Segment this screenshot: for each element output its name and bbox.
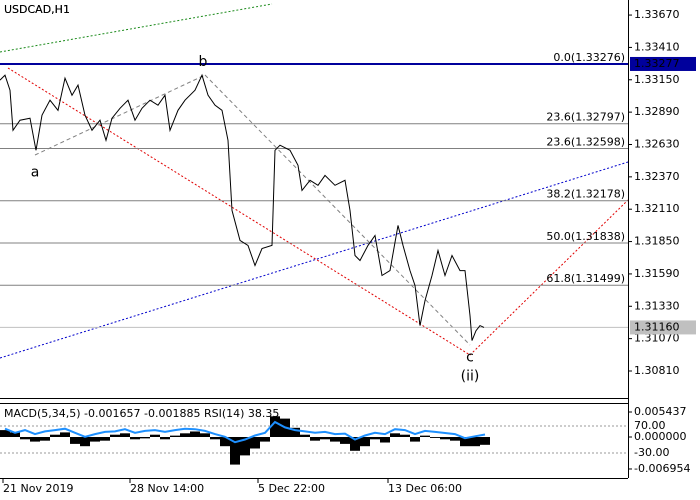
macd-bar (50, 434, 60, 437)
wave-line (34, 74, 206, 156)
macd-bar (310, 436, 320, 441)
macd-bar (120, 433, 130, 437)
macd-bar (290, 427, 300, 437)
y-tick-label: 1.31330 (634, 299, 680, 312)
macd-bar (20, 436, 30, 440)
fib-label: 61.8(1.31499) (546, 272, 625, 285)
x-tick-label: 5 Dec 22:00 (258, 482, 325, 495)
macd-bar (420, 435, 430, 437)
price-tag (630, 320, 696, 335)
macd-bar (160, 436, 170, 440)
y-tick-label: 1.32370 (634, 170, 680, 183)
macd-bar (250, 436, 260, 449)
chart-title: USDCAD,H1 (4, 3, 70, 16)
macd-bar (340, 436, 350, 444)
wave-label: b (199, 54, 208, 70)
macd-bar (320, 436, 330, 440)
macd-bar (30, 436, 40, 442)
y-tick-label: 1.31590 (634, 267, 680, 280)
wave-label: (ii) (461, 369, 480, 385)
wave-label: a (31, 164, 40, 180)
macd-bar (230, 436, 240, 465)
fib-label: 0.0(1.33276) (553, 51, 625, 64)
macd-bar (470, 436, 480, 447)
macd-bar (360, 436, 370, 447)
macd-bar (460, 436, 470, 447)
macd-bar (40, 436, 50, 441)
macd-bar (180, 433, 190, 437)
macd-bar (350, 436, 360, 451)
macd-bar (60, 432, 70, 437)
y-tick-label: 1.31850 (634, 235, 680, 248)
price-line-series (0, 73, 485, 341)
macd-bar (110, 434, 120, 437)
macd-bar (400, 434, 410, 437)
y-tick-label: 1.33670 (634, 8, 680, 21)
macd-bar (440, 436, 450, 440)
macd-bar (390, 433, 400, 437)
y-tick-label: 1.30810 (634, 364, 680, 377)
trend-line (469, 199, 629, 356)
macd-bar (10, 432, 20, 437)
wave-line (204, 74, 471, 346)
trend-line (7, 67, 471, 356)
y-tick-label: 0.000000 (634, 430, 687, 443)
macd-bar (200, 433, 210, 437)
indicator-title: MACD(5,34,5) -0.001657 -0.001885 RSI(14)… (4, 407, 279, 420)
macd-bar (380, 436, 390, 443)
macd-bar (150, 434, 160, 437)
y-tick-label: 1.33410 (634, 40, 680, 53)
y-tick-label: 1.32630 (634, 137, 680, 150)
y-tick-label: 0.005437 (634, 405, 687, 418)
x-tick-label: 21 Nov 2019 (3, 482, 73, 495)
macd-bar (140, 436, 150, 439)
y-tick-label: -0.006954 (634, 462, 690, 475)
macd-bar (0, 430, 10, 437)
macd-bar (190, 431, 200, 437)
macd-bar (330, 436, 340, 442)
fib-label: 38.2(1.32178) (546, 188, 625, 201)
y2-tick-label: -30.00 (634, 446, 669, 459)
macd-bar (270, 416, 280, 437)
price-tag-label: 1.33277 (634, 57, 680, 70)
macd-bar (370, 436, 380, 440)
macd-bar (260, 436, 270, 442)
macd-bar (450, 436, 460, 441)
fib-label: 50.0(1.31838) (546, 230, 625, 243)
y2-tick-label: 70.00 (634, 419, 666, 432)
macd-bar (480, 436, 490, 445)
macd-bar (130, 436, 140, 440)
price-tag-label: 1.31160 (634, 320, 680, 333)
x-tick-label: 28 Nov 14:00 (130, 482, 204, 495)
macd-bar (410, 436, 420, 442)
fib-label: 23.6(1.32797) (546, 111, 625, 124)
y-tick-label: 1.32110 (634, 202, 680, 215)
macd-bar (70, 436, 80, 444)
y-tick-label: 1.31070 (634, 332, 680, 345)
wave-label: c (466, 350, 474, 366)
macd-bar (220, 436, 230, 447)
rsi-line (4, 420, 486, 444)
price-tag (630, 56, 696, 71)
macd-bar (80, 436, 90, 447)
macd-bar (100, 436, 110, 441)
macd-bar (430, 436, 440, 438)
chart-title: USDCAD,H1 (4, 3, 70, 16)
fib-label: 23.6(1.32598) (546, 135, 625, 148)
x-tick-label: 13 Dec 06:00 (388, 482, 462, 495)
trend-line (0, 161, 629, 359)
macd-bar (240, 436, 250, 456)
macd-bar (300, 434, 310, 437)
y-tick-label: 1.32890 (634, 105, 680, 118)
macd-bar (170, 435, 180, 437)
macd-bar (210, 436, 220, 440)
macd-bar (90, 436, 100, 442)
y-tick-label: 1.33150 (634, 73, 680, 86)
